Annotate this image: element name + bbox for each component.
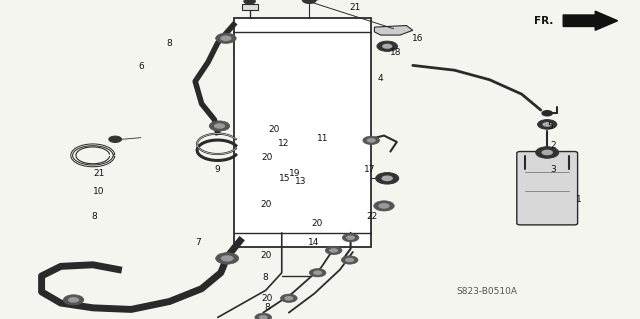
Text: 8: 8 [92,212,97,221]
Text: 10: 10 [93,187,105,196]
Circle shape [221,255,234,262]
Circle shape [63,295,84,305]
Bar [234,18,371,247]
Text: 3: 3 [551,165,556,174]
Circle shape [313,271,322,275]
Circle shape [345,258,354,262]
Circle shape [309,269,326,277]
Circle shape [341,256,358,264]
Text: 8: 8 [265,303,270,312]
Circle shape [280,294,297,302]
Circle shape [377,41,397,51]
Circle shape [216,253,239,264]
Text: 4: 4 [378,74,383,83]
Circle shape [346,235,355,240]
Text: 11: 11 [317,134,329,143]
Polygon shape [374,26,413,35]
Text: 21: 21 [93,169,105,178]
Circle shape [536,147,559,158]
Circle shape [538,120,557,129]
Text: 7: 7 [196,238,201,247]
Circle shape [542,111,552,116]
Text: 14: 14 [308,238,319,247]
Circle shape [209,121,230,131]
Text: 2: 2 [551,141,556,150]
Circle shape [342,234,359,242]
Text: 20: 20 [260,251,271,260]
Polygon shape [563,11,618,30]
Text: 13: 13 [295,177,307,186]
Text: 5: 5 [548,122,553,130]
Circle shape [284,296,293,300]
Text: 17: 17 [364,165,376,174]
Circle shape [382,44,392,49]
Text: 1: 1 [577,195,582,204]
Circle shape [220,35,232,41]
Bar [242,4,258,10]
Text: FR.: FR. [534,16,554,26]
Circle shape [259,315,268,319]
Circle shape [255,313,271,319]
Circle shape [68,297,79,303]
Circle shape [367,138,376,143]
Circle shape [363,136,380,145]
Circle shape [541,150,553,155]
Circle shape [302,0,316,4]
Circle shape [374,201,394,211]
Text: 20: 20 [262,294,273,303]
Circle shape [378,203,390,209]
Text: 20: 20 [262,153,273,162]
Text: 15: 15 [279,174,291,183]
Text: 20: 20 [311,219,323,228]
Text: 12: 12 [278,139,289,148]
Text: S823-B0510A: S823-B0510A [456,287,517,296]
Circle shape [325,246,342,255]
Text: 20: 20 [268,125,280,134]
Circle shape [109,136,122,143]
Text: 8: 8 [167,39,172,48]
Text: 6: 6 [138,63,143,71]
Circle shape [329,248,338,253]
FancyBboxPatch shape [517,152,578,225]
Text: 9: 9 [215,165,220,174]
Text: 16: 16 [412,34,424,43]
Circle shape [216,33,236,43]
Text: 8: 8 [263,273,268,282]
Circle shape [543,122,552,127]
Text: 18: 18 [390,48,401,57]
Text: 21: 21 [349,4,361,12]
Circle shape [244,0,255,4]
Text: 22: 22 [367,212,378,221]
Circle shape [214,123,225,129]
Circle shape [381,175,393,181]
Text: 20: 20 [260,200,271,209]
Text: 19: 19 [289,169,300,178]
Circle shape [376,173,399,184]
